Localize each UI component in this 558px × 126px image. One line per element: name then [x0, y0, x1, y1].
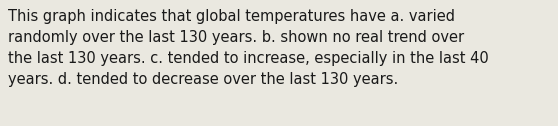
Text: This graph indicates that global temperatures have a. varied
randomly over the l: This graph indicates that global tempera…: [8, 9, 489, 87]
